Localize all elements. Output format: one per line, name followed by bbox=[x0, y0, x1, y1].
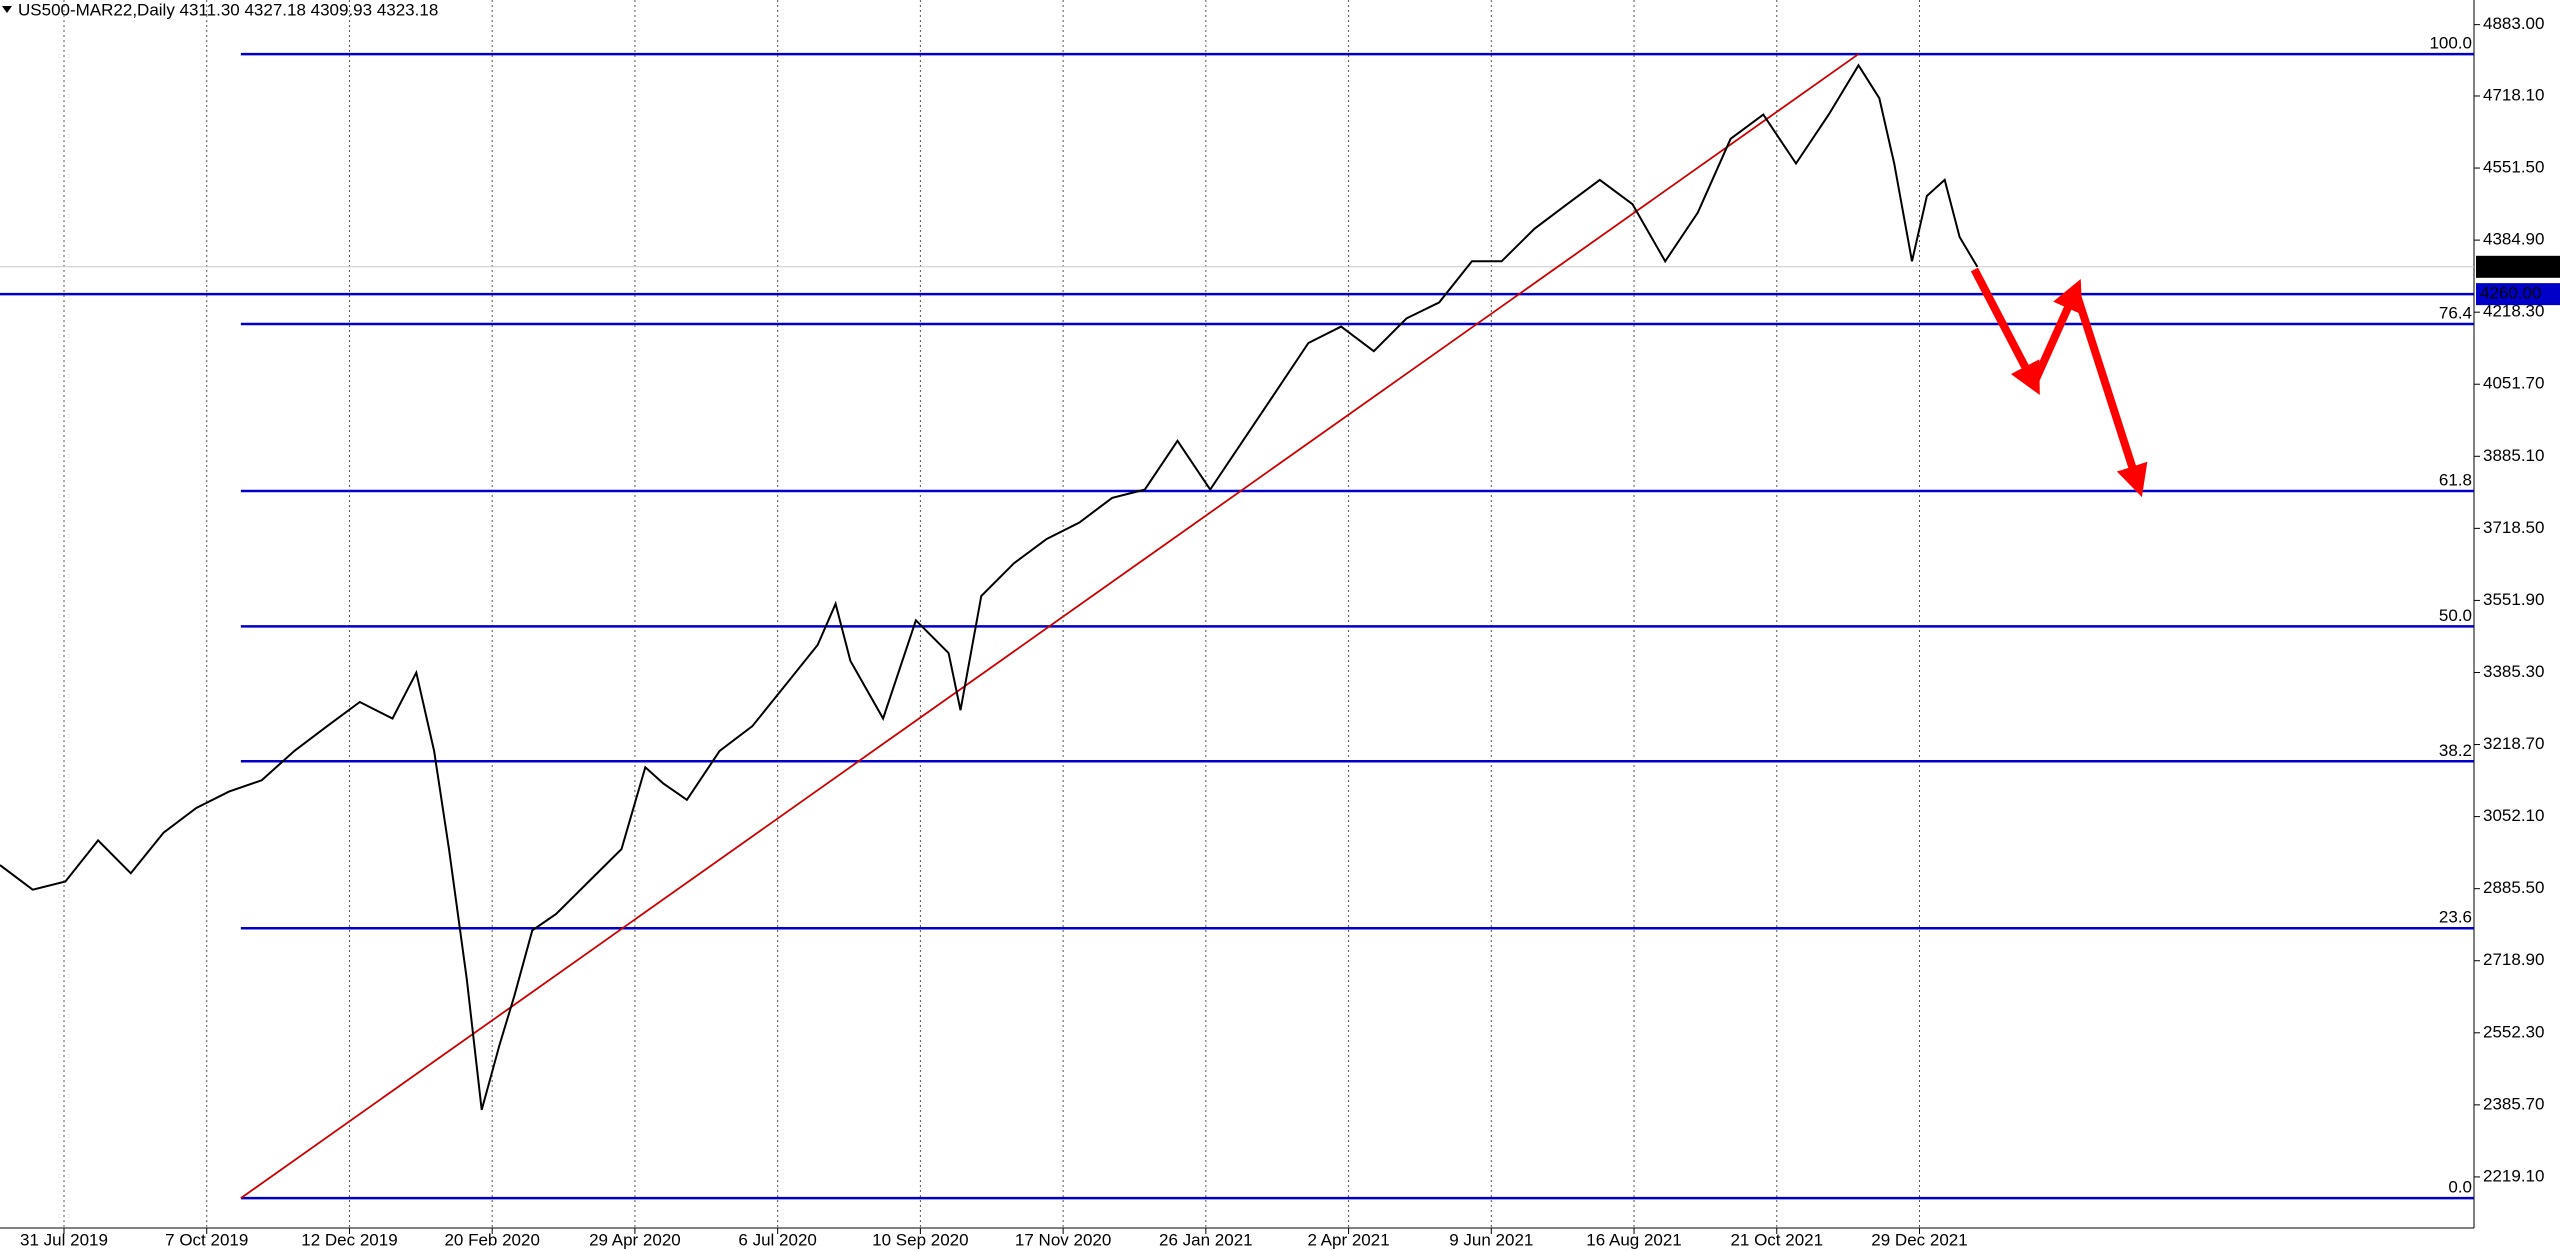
y-tick-label: 2718.90 bbox=[2483, 950, 2544, 969]
fib-label: 23.6 bbox=[2439, 908, 2472, 927]
x-tick-label: 29 Dec 2021 bbox=[1871, 1230, 1967, 1249]
x-tick-label: 6 Jul 2020 bbox=[738, 1230, 816, 1249]
current-price-label: 4323.18 bbox=[2480, 256, 2541, 275]
y-tick-label: 2552.30 bbox=[2483, 1022, 2544, 1041]
x-tick-label: 9 Jun 2021 bbox=[1449, 1230, 1533, 1249]
x-tick-label: 17 Nov 2020 bbox=[1015, 1230, 1111, 1249]
y-tick-label: 4718.10 bbox=[2483, 85, 2544, 104]
y-tick-label: 4551.50 bbox=[2483, 158, 2544, 177]
y-tick-label: 4218.30 bbox=[2483, 302, 2544, 321]
hline-price-box bbox=[2476, 283, 2560, 306]
x-tick-label: 20 Feb 2020 bbox=[444, 1230, 539, 1249]
menu-icon bbox=[2, 6, 12, 13]
y-tick-label: 3718.50 bbox=[2483, 518, 2544, 537]
x-tick-label: 26 Jan 2021 bbox=[1159, 1230, 1253, 1249]
x-tick-label: 31 Jul 2019 bbox=[20, 1230, 108, 1249]
projection-arrow bbox=[2071, 289, 2148, 498]
chart-title: US500-MAR22,Daily 4311.30 4327.18 4309.9… bbox=[18, 0, 438, 19]
fib-label: 50.0 bbox=[2439, 606, 2472, 625]
x-tick-label: 12 Dec 2019 bbox=[301, 1230, 397, 1249]
fib-label: 0.0 bbox=[2448, 1178, 2472, 1197]
y-tick-label: 4384.90 bbox=[2483, 230, 2544, 249]
y-tick-label: 2385.70 bbox=[2483, 1094, 2544, 1113]
y-tick-label: 2219.10 bbox=[2483, 1166, 2544, 1185]
fib-label: 61.8 bbox=[2439, 470, 2472, 489]
x-tick-label: 16 Aug 2021 bbox=[1586, 1230, 1681, 1249]
x-tick-label: 2 Apr 2021 bbox=[1307, 1230, 1389, 1249]
y-tick-label: 4051.70 bbox=[2483, 374, 2544, 393]
y-tick-label: 3218.70 bbox=[2483, 734, 2544, 753]
y-tick-label: 3385.30 bbox=[2483, 662, 2544, 681]
y-tick-label: 3885.10 bbox=[2483, 446, 2544, 465]
fib-label: 76.4 bbox=[2439, 303, 2472, 322]
x-tick-label: 21 Oct 2021 bbox=[1730, 1230, 1823, 1249]
y-tick-label: 3052.10 bbox=[2483, 806, 2544, 825]
projection-arrow bbox=[2030, 278, 2083, 386]
hline-price-label: 4260.00 bbox=[2480, 284, 2541, 303]
x-tick-label: 10 Sep 2020 bbox=[872, 1230, 968, 1249]
fib-label: 100.0 bbox=[2429, 34, 2472, 53]
y-tick-label: 4883.00 bbox=[2483, 14, 2544, 33]
x-tick-label: 29 Apr 2020 bbox=[589, 1230, 681, 1249]
y-tick-label: 2885.50 bbox=[2483, 878, 2544, 897]
y-tick-label: 3551.90 bbox=[2483, 590, 2544, 609]
projection-arrow bbox=[1970, 267, 2040, 396]
price-line bbox=[0, 63, 1979, 1111]
current-price-box bbox=[2476, 255, 2560, 278]
fib-label: 38.2 bbox=[2439, 741, 2472, 760]
x-tick-label: 7 Oct 2019 bbox=[165, 1230, 248, 1249]
